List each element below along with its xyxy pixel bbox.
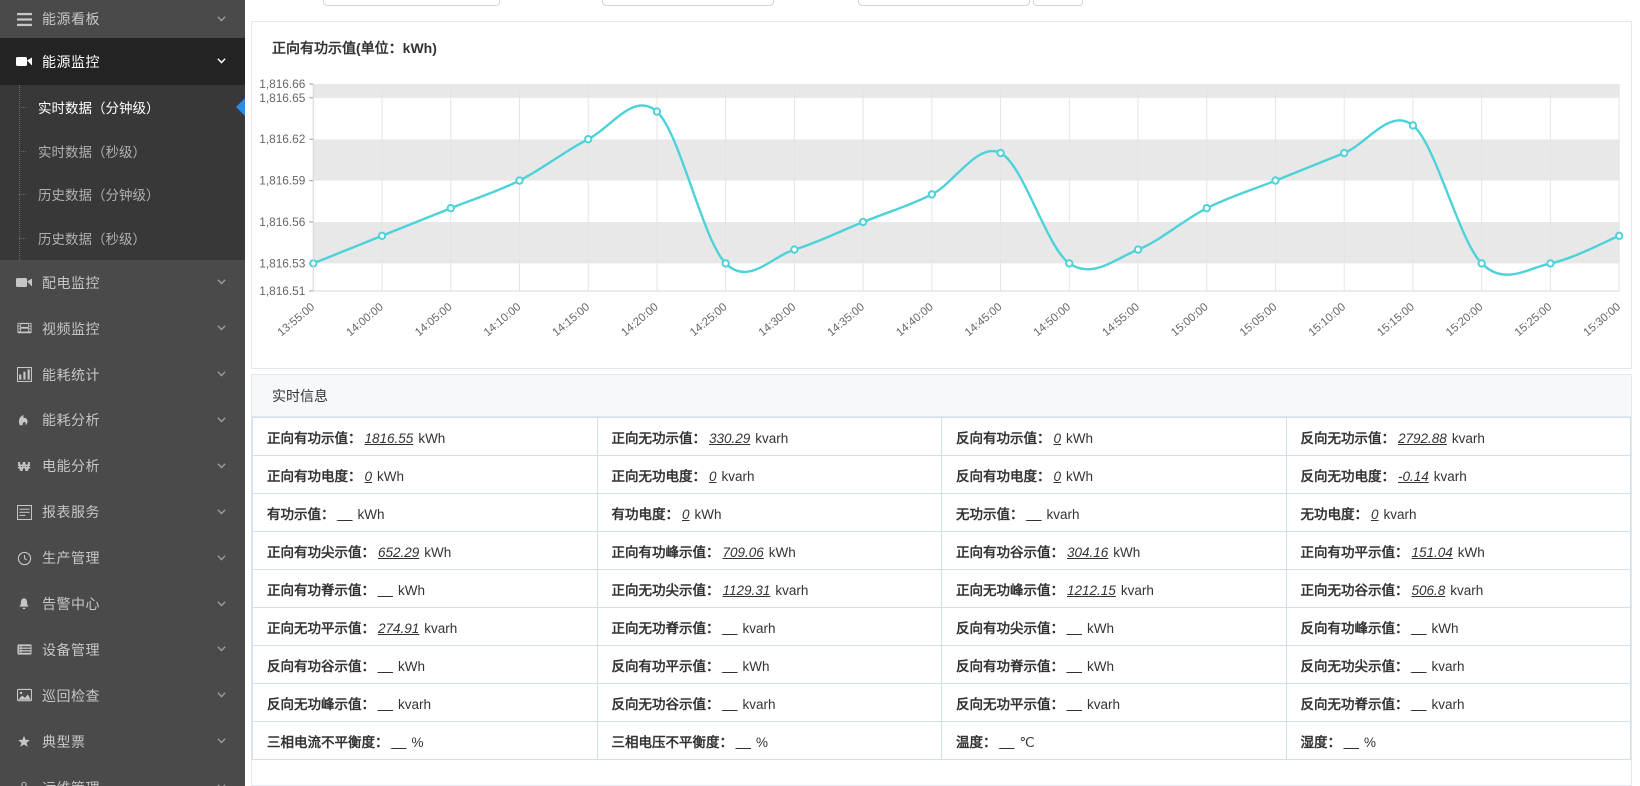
svg-text:15:20:00: 15:20:00 [1444, 301, 1486, 339]
svg-text:14:00:00: 14:00:00 [344, 301, 386, 339]
svg-text:1,816.59: 1,816.59 [259, 174, 306, 188]
svg-text:1,816.66: 1,816.66 [259, 77, 306, 91]
svg-text:14:40:00: 14:40:00 [894, 301, 936, 339]
svg-text:1,816.53: 1,816.53 [259, 256, 306, 270]
svg-text:14:10:00: 14:10:00 [482, 301, 524, 339]
svg-text:1,816.62: 1,816.62 [259, 132, 306, 146]
svg-text:14:05:00: 14:05:00 [413, 301, 455, 339]
svg-text:15:15:00: 15:15:00 [1375, 301, 1417, 339]
svg-text:14:35:00: 14:35:00 [825, 301, 867, 339]
svg-text:14:45:00: 14:45:00 [963, 301, 1005, 339]
svg-text:15:10:00: 15:10:00 [1307, 301, 1349, 339]
svg-text:14:50:00: 14:50:00 [1032, 301, 1074, 339]
svg-text:14:55:00: 14:55:00 [1100, 301, 1142, 339]
svg-text:15:25:00: 15:25:00 [1513, 301, 1555, 339]
svg-text:14:20:00: 14:20:00 [619, 301, 661, 339]
svg-text:15:05:00: 15:05:00 [1238, 301, 1280, 339]
svg-text:15:00:00: 15:00:00 [1169, 301, 1211, 339]
svg-text:14:30:00: 14:30:00 [757, 301, 799, 339]
svg-text:15:30:00: 15:30:00 [1581, 301, 1623, 339]
svg-text:13:55:00: 13:55:00 [276, 301, 318, 339]
svg-text:14:15:00: 14:15:00 [551, 301, 593, 339]
svg-text:1,816.56: 1,816.56 [259, 215, 306, 229]
svg-text:1,816.51: 1,816.51 [259, 284, 306, 298]
svg-text:1,816.65: 1,816.65 [259, 91, 306, 105]
svg-text:14:25:00: 14:25:00 [688, 301, 730, 339]
